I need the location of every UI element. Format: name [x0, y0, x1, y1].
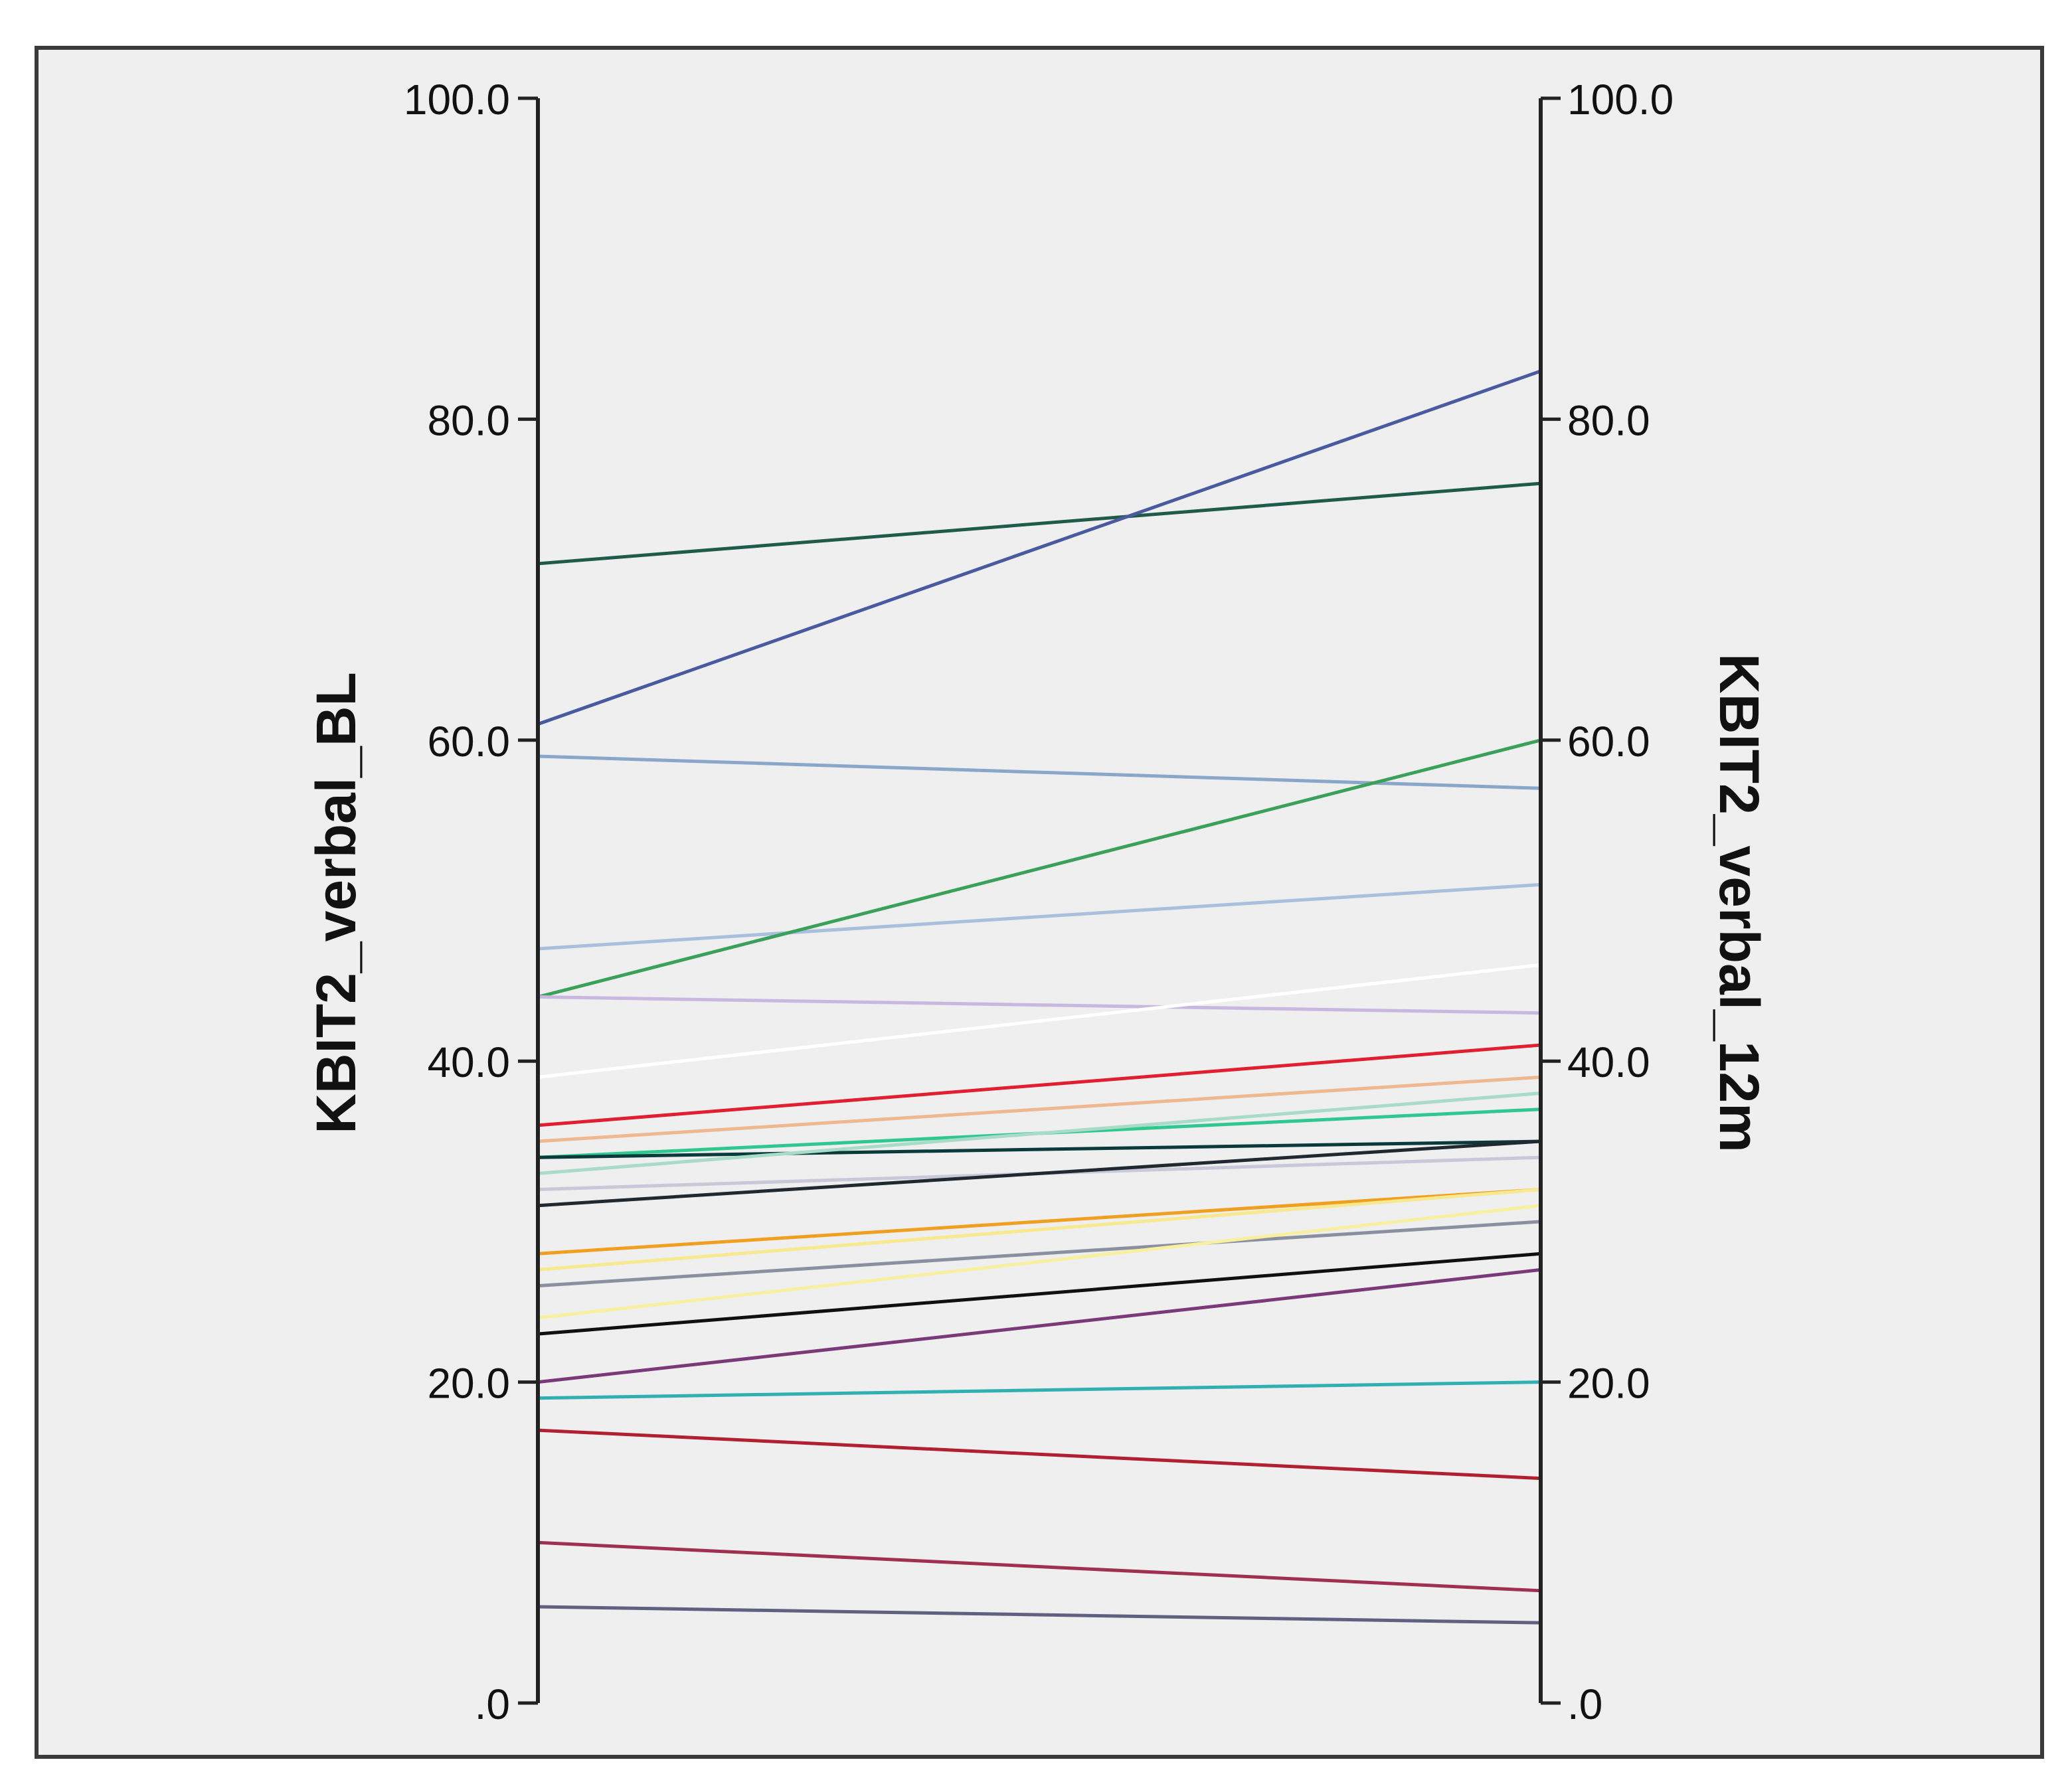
series-line-22 — [537, 1428, 1541, 1481]
right-tick-label-1: 20.0 — [1567, 1360, 1650, 1408]
left-tick-label-1: 20.0 — [427, 1360, 510, 1408]
series-line-16 — [537, 1188, 1541, 1271]
series-line-23 — [537, 1540, 1541, 1593]
series-line-12 — [537, 1092, 1541, 1175]
right-tick-label-0: .0 — [1567, 1680, 1602, 1728]
series-line-14 — [537, 1139, 1541, 1208]
series-line-11 — [537, 1139, 1541, 1159]
series-line-18 — [537, 1204, 1541, 1320]
left-tick-label-3: 60.0 — [427, 718, 510, 766]
series-line-5 — [537, 738, 1541, 999]
series-layer — [537, 369, 1541, 1625]
right-tick-label-2: 40.0 — [1567, 1038, 1650, 1086]
axis-layer: .0 .0 20.0 20.0 40.0 40.0 60.0 60.0 80.0 80.0 100.… — [404, 76, 1674, 1728]
series-line-2 — [537, 369, 1541, 726]
left-tick-label-2: 40.0 — [427, 1038, 510, 1086]
series-line-9 — [537, 1075, 1541, 1143]
series-line-8 — [537, 1043, 1541, 1127]
series-line-20 — [537, 1267, 1541, 1384]
series-line-6 — [537, 995, 1541, 1015]
series-line-24 — [537, 1605, 1541, 1625]
left-axis-title: KBIT2_verbal_BL — [305, 672, 367, 1134]
right-tick-label-3: 60.0 — [1567, 718, 1650, 766]
series-line-1 — [537, 481, 1541, 566]
right-tick-label-4: 80.0 — [1567, 396, 1650, 444]
series-line-19 — [537, 1252, 1541, 1336]
right-axis-title: KBIT2_verbal_12m — [1708, 653, 1770, 1153]
left-tick-label-5: 100.0 — [404, 76, 510, 123]
series-line-21 — [537, 1380, 1541, 1400]
left-tick-label-4: 80.0 — [427, 396, 510, 444]
series-line-17 — [537, 1220, 1541, 1288]
series-line-4 — [537, 882, 1541, 951]
left-tick-label-0: .0 — [475, 1680, 510, 1728]
chart-frame — [35, 46, 2044, 1759]
right-tick-label-5: 100.0 — [1567, 76, 1674, 123]
series-line-7 — [537, 963, 1541, 1079]
series-line-15 — [537, 1188, 1541, 1256]
